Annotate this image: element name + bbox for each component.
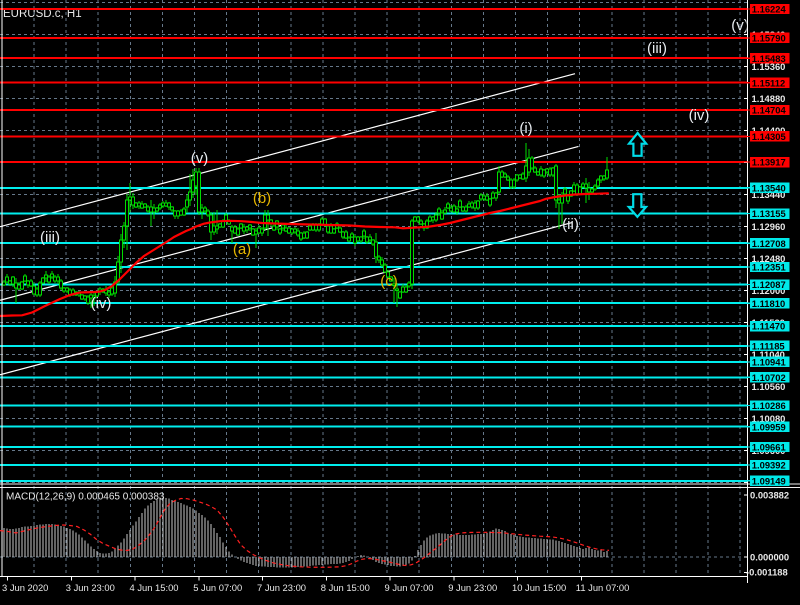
svg-text:1.09392: 1.09392 — [752, 460, 786, 471]
svg-text:1.13540: 1.13540 — [752, 182, 786, 193]
svg-text:MACD(12,26,9) 0.000465 0.00038: MACD(12,26,9) 0.000465 0.000383 — [6, 492, 165, 503]
svg-text:1.15112: 1.15112 — [752, 77, 785, 88]
svg-text:-0.001188: -0.001188 — [746, 567, 788, 578]
svg-text:(iv): (iv) — [689, 107, 710, 124]
svg-text:1.10941: 1.10941 — [752, 357, 786, 368]
svg-text:(b): (b) — [253, 190, 271, 207]
svg-text:(i): (i) — [519, 120, 532, 137]
svg-text:1.13440: 1.13440 — [752, 189, 786, 200]
svg-text:1.14880: 1.14880 — [752, 93, 786, 104]
svg-text:9 Jun 07:00: 9 Jun 07:00 — [385, 582, 434, 593]
svg-text:11 Jun 07:00: 11 Jun 07:00 — [576, 582, 630, 593]
svg-text:4 Jun 15:00: 4 Jun 15:00 — [130, 582, 179, 593]
svg-text:8 Jun 15:00: 8 Jun 15:00 — [321, 582, 370, 593]
svg-text:1.09661: 1.09661 — [752, 442, 786, 453]
svg-text:1.12000: 1.12000 — [752, 285, 786, 296]
svg-text:(v): (v) — [191, 150, 209, 167]
svg-text:1.12087: 1.12087 — [752, 279, 786, 290]
svg-text:1.10560: 1.10560 — [752, 381, 786, 392]
svg-text:1.14305: 1.14305 — [752, 131, 786, 142]
svg-text:0.000000: 0.000000 — [750, 552, 789, 563]
svg-text:1.11040: 1.11040 — [752, 349, 785, 360]
svg-text:1.10286: 1.10286 — [752, 400, 786, 411]
svg-text:0.003882: 0.003882 — [750, 490, 789, 501]
svg-text:(v): (v) — [731, 17, 749, 34]
svg-text:1.15360: 1.15360 — [752, 61, 786, 72]
svg-text:(iv): (iv) — [91, 295, 112, 312]
svg-text:1.15483: 1.15483 — [752, 53, 786, 64]
svg-text:EURUSD.c, H1: EURUSD.c, H1 — [3, 8, 82, 20]
svg-text:1.12708: 1.12708 — [752, 238, 786, 249]
svg-text:1.14400: 1.14400 — [752, 125, 786, 136]
svg-text:1.13155: 1.13155 — [752, 208, 786, 219]
svg-text:1.11470: 1.11470 — [752, 321, 785, 332]
svg-text:10 Jun 15:00: 10 Jun 15:00 — [512, 582, 566, 593]
svg-text:(a): (a) — [233, 241, 251, 258]
svg-text:3 Jun 23:00: 3 Jun 23:00 — [66, 582, 115, 593]
svg-text:1.09959: 1.09959 — [752, 421, 786, 432]
svg-text:1.11185: 1.11185 — [752, 341, 785, 352]
svg-text:5 Jun 07:00: 5 Jun 07:00 — [193, 582, 242, 593]
svg-text:1.12960: 1.12960 — [752, 221, 786, 232]
svg-text:3 Jun 2020: 3 Jun 2020 — [2, 582, 48, 593]
svg-text:1.13917: 1.13917 — [752, 157, 786, 168]
svg-text:1.12480: 1.12480 — [752, 253, 786, 264]
svg-text:7 Jun 23:00: 7 Jun 23:00 — [257, 582, 306, 593]
svg-text:1.15790: 1.15790 — [752, 33, 786, 44]
svg-text:9 Jun 23:00: 9 Jun 23:00 — [448, 582, 497, 593]
svg-text:(ii): (ii) — [562, 216, 579, 233]
svg-text:1.10702: 1.10702 — [752, 372, 786, 383]
svg-text:1.14704: 1.14704 — [752, 105, 787, 116]
svg-text:1.12351: 1.12351 — [752, 262, 786, 273]
svg-text:1.10080: 1.10080 — [752, 413, 786, 424]
svg-text:(c): (c) — [380, 273, 398, 290]
svg-text:(iii): (iii) — [40, 229, 60, 246]
svg-text:1.16224: 1.16224 — [752, 4, 787, 15]
svg-text:(iii): (iii) — [647, 40, 667, 57]
svg-text:1.11810: 1.11810 — [752, 298, 785, 309]
svg-text:1.09149: 1.09149 — [752, 475, 786, 486]
